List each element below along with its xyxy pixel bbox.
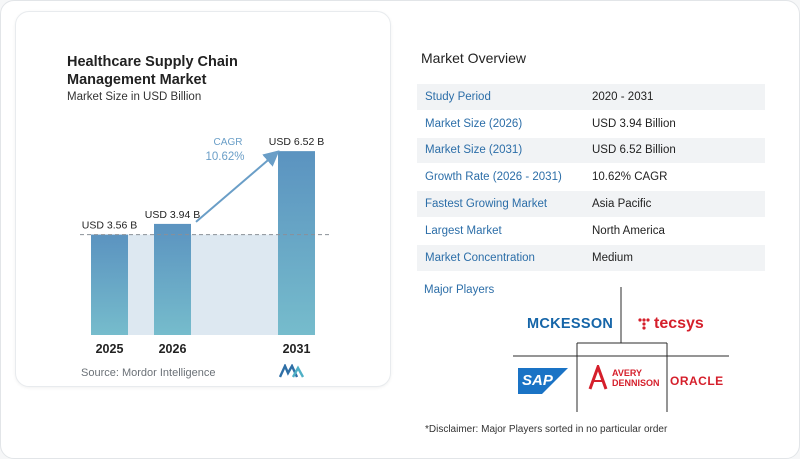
sap-logo-text: SAP (522, 372, 553, 389)
overview-row: Market Concentration Medium (417, 244, 765, 272)
overview-row: Market Size (2026) USD 3.94 Billion (417, 111, 765, 138)
disclaimer: *Disclaimer: Major Players sorted in no … (425, 424, 668, 435)
sap-logo: SAP (518, 368, 568, 399)
overview-value: Asia Pacific (592, 198, 652, 211)
x-tick-label-2026: 2026 (159, 342, 187, 356)
sap-logo-shape (518, 368, 568, 394)
overview-value: 2020 - 2031 (592, 90, 654, 103)
bar-2025 (91, 234, 128, 335)
overview-row: Market Size (2031) USD 6.52 Billion (417, 137, 765, 165)
mckesson-logo: MCKESSON (527, 316, 614, 332)
tecsys-logo-text: tecsys (654, 315, 704, 332)
avery-logo-text-1: AVERY (612, 368, 643, 378)
overview-label: Largest Market (425, 224, 502, 237)
avery-logo-text-2: DENNISON (612, 378, 660, 388)
x-tick-label-2031: 2031 (283, 342, 311, 356)
market-overview-title: Market Overview (421, 50, 527, 66)
avery-mark-icon (588, 365, 608, 390)
overview-value: 10.62% CAGR (592, 171, 668, 184)
avery-dennison-logo: AVERY DENNISON (588, 365, 660, 391)
bar-2026 (154, 223, 191, 335)
tecsys-dots-icon (638, 318, 650, 330)
overview-row: Study Period 2020 - 2031 (417, 84, 765, 111)
overview-value: USD 6.52 Billion (592, 144, 676, 157)
overview-row: Largest Market North America (417, 218, 765, 245)
market-overview-table: Study Period 2020 - 2031 Market Size (20… (417, 84, 765, 272)
value-label-2026: USD 3.94 B (145, 209, 200, 221)
oracle-logo: ORACLE (670, 374, 724, 388)
overview-label: Growth Rate (2026 - 2031) (425, 171, 562, 184)
tecsys-logo: tecsys (637, 315, 704, 333)
overview-label: Market Size (2031) (425, 144, 523, 157)
overview-label: Market Concentration (425, 251, 535, 264)
overview-row: Fastest Growing Market Asia Pacific (417, 191, 765, 218)
bar-2031 (278, 151, 315, 335)
value-label-2025: USD 3.56 B (82, 220, 137, 232)
x-tick-label-2025: 2025 (96, 342, 124, 356)
chart-subtitle: Market Size in USD Billion (67, 91, 202, 103)
overview-label: Study Period (425, 90, 491, 103)
cagr-value: 10.62% (205, 151, 244, 163)
source-note: Source: Mordor Intelligence (81, 367, 216, 379)
overview-value: Medium (592, 251, 633, 264)
mordor-logo-icon (279, 364, 305, 378)
value-label-2031: USD 6.52 B (269, 136, 324, 148)
overview-label: Fastest Growing Market (425, 198, 548, 211)
reference-band (91, 234, 315, 335)
cagr-label: CAGR (214, 137, 243, 148)
chart-title: Healthcare Supply Chain Management Marke… (67, 54, 238, 88)
major-players-title: Major Players (424, 284, 495, 296)
overview-value: USD 3.94 Billion (592, 117, 676, 130)
overview-value: North America (592, 224, 665, 237)
cagr-arrow (195, 150, 280, 223)
overview-row: Growth Rate (2026 - 2031) 10.62% CAGR (417, 164, 765, 192)
overview-label: Market Size (2026) (425, 117, 523, 130)
